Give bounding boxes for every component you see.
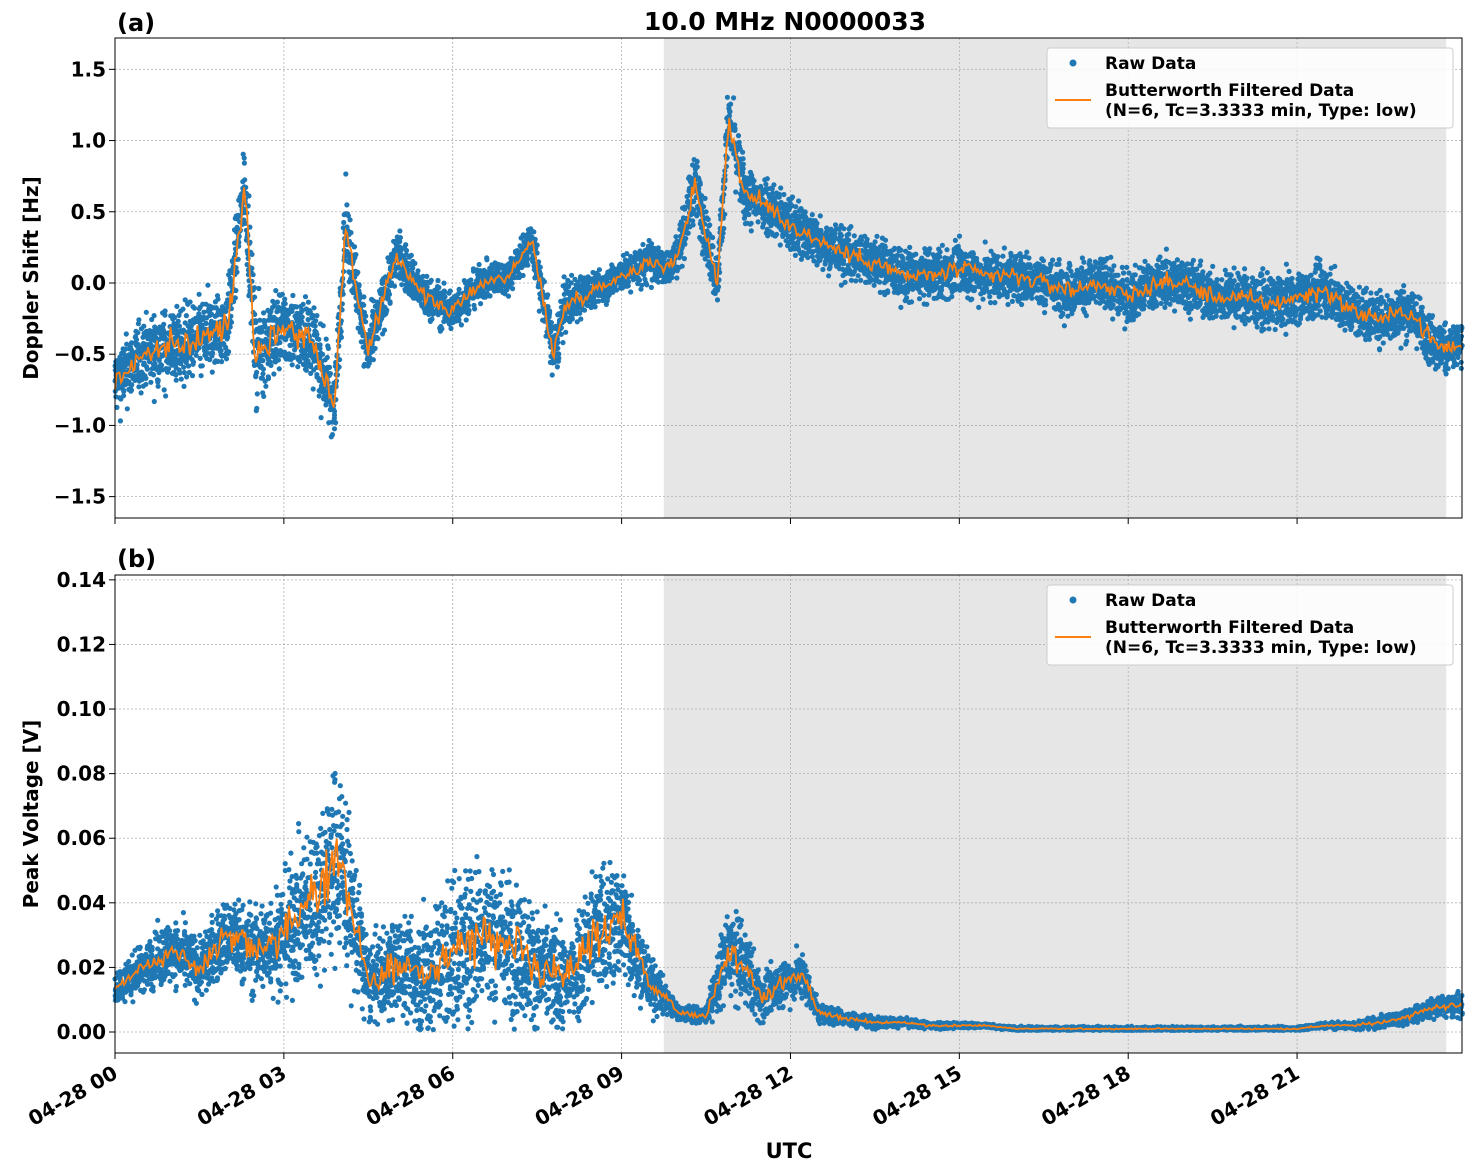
- panel-b-y-tick-label: 0.10: [57, 697, 106, 721]
- panel-a-y-tick-label: −1.5: [54, 485, 106, 509]
- panel-b-x-tick-label: 04-28 03: [193, 1061, 291, 1131]
- panel-a-x-ticks: [114, 518, 1298, 524]
- panel-a-filtered-line: [114, 117, 1463, 408]
- panel-b-axes-frame: [114, 574, 1463, 1054]
- panel-a-legend-raw-marker: [1069, 59, 1077, 67]
- panel-b-y-axis-label: Peak Voltage [V]: [19, 720, 43, 909]
- chart-title: 10.0 MHz N0000033: [644, 7, 926, 36]
- panel-b-x-tick-label: 04-28 12: [699, 1061, 797, 1131]
- panel-b-y-tick-label: 0.02: [57, 955, 106, 979]
- panel-a-y-ticks: −1.5 −1.0 −0.5 0.0 0.5 1.0 1.5: [54, 57, 115, 509]
- panel-a-y-tick-label: 0.0: [71, 271, 106, 295]
- panel-b-filtered-line: [114, 838, 1463, 1031]
- panel-a-legend-filtered-params: (N=6, Tc=3.3333 min, Type: low): [1105, 101, 1417, 121]
- panel-b-x-ticks: 04-28 00 04-28 03 04-28 06 04-28 09 04-28 12…: [24, 1053, 1304, 1131]
- panel-b-x-tick-label: 04-28 06: [362, 1061, 460, 1131]
- panel-b-legend-raw-marker: [1069, 596, 1077, 604]
- panel-b-raw-points: [112, 770, 1465, 1034]
- panel-b-peak-voltage: (b) Peak Voltage [V] 0.000.020.040.060.0…: [19, 545, 1465, 1131]
- panel-b-filtered-data-series: [114, 838, 1463, 1031]
- panel-b-legend: Raw Data Butterworth Filtered Data (N=6,…: [1046, 584, 1454, 666]
- panel-a-y-tick-label: −1.0: [54, 413, 106, 437]
- panel-b-x-tick-label: 04-28 21: [1206, 1061, 1304, 1131]
- panel-b-grid: [114, 575, 1462, 1053]
- panel-b-x-tick-label: 04-28 09: [531, 1061, 629, 1131]
- panel-b-frame: [114, 574, 1463, 1054]
- panel-a-y-tick-label: 1.0: [71, 129, 106, 153]
- x-axis-label: UTC: [766, 1139, 813, 1163]
- panel-b-y-tick-label: 0.04: [57, 891, 106, 915]
- panel-b-raw-data-series: [112, 770, 1465, 1034]
- panel-b-legend-filtered-params: (N=6, Tc=3.3333 min, Type: low): [1105, 638, 1417, 658]
- panel-b-y-tick-label: 0.00: [57, 1020, 106, 1044]
- panel-b-y-tick-label: 0.12: [57, 632, 106, 656]
- panel-b-x-tick-label: 04-28 00: [24, 1061, 122, 1131]
- panel-a-label: (a): [117, 9, 155, 37]
- panel-b-legend-box: [1046, 584, 1454, 666]
- panel-a-doppler-shift: (a) Doppler Shift [Hz] −1.5 −1.0 −0.5 0.0 0.…: [19, 9, 1465, 524]
- panel-a-y-tick-label: 1.5: [71, 57, 106, 81]
- panel-a-legend-raw-label: Raw Data: [1105, 54, 1196, 74]
- panel-a-y-tick-label: 0.5: [71, 200, 106, 224]
- panel-b-x-tick-label: 04-28 18: [1037, 1061, 1135, 1131]
- panel-a-raw-points: [112, 94, 1465, 440]
- panel-a-raw-data-series: [112, 94, 1465, 440]
- panel-a-y-axis-label: Doppler Shift [Hz]: [19, 176, 43, 380]
- panel-a-axes-frame: [114, 37, 1463, 519]
- panel-b-legend-filtered-label: Butterworth Filtered Data: [1105, 618, 1354, 638]
- panel-b-label: (b): [117, 545, 156, 573]
- panel-b-y-ticks: 0.00 0.02 0.04 0.06 0.08 0.10 0.12 0.14: [57, 568, 115, 1044]
- panel-a-legend-filtered-label: Butterworth Filtered Data: [1105, 81, 1354, 101]
- panel-b-y-tick-label: 0.14: [57, 568, 106, 592]
- panel-a-frame: [114, 37, 1463, 519]
- panel-a-y-tick-label: −0.5: [54, 342, 106, 366]
- panel-b-legend-raw-label: Raw Data: [1105, 591, 1196, 611]
- panel-a-filtered-data-series: [114, 117, 1463, 408]
- panel-a-legend: Raw Data Butterworth Filtered Data (N=6,…: [1046, 47, 1454, 129]
- panel-b-x-tick-label: 04-28 15: [868, 1061, 966, 1131]
- panel-a-legend-box: [1046, 47, 1454, 129]
- panel-b-y-tick-label: 0.06: [57, 826, 106, 850]
- panel-b-y-tick-label: 0.08: [57, 762, 106, 786]
